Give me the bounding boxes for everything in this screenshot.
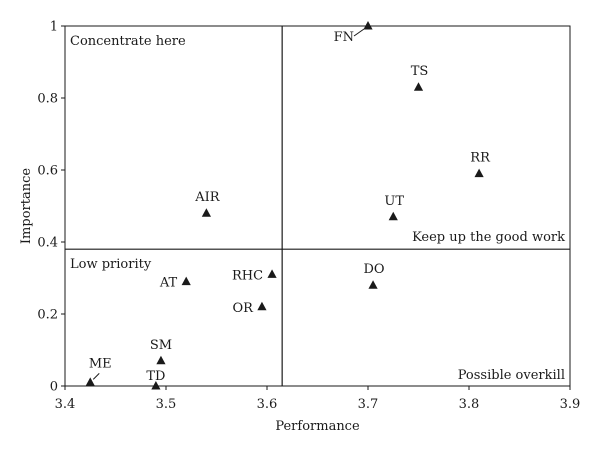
x-tick-label: 3.9	[560, 397, 581, 412]
point-rr-marker	[474, 168, 484, 178]
point-sm-marker	[156, 355, 166, 365]
y-axis-title: Importance	[19, 168, 34, 244]
point-fn-leader-line	[353, 28, 365, 37]
chart-text: Performance Importance Concentrate here …	[19, 34, 565, 434]
x-tick-label: 3.4	[55, 397, 76, 412]
quadrant-label-bottom-right: Possible overkill	[458, 368, 565, 383]
data-points: FN TS RR UT AIR DO AT RHC OR SM TD ME	[85, 21, 491, 390]
x-axis-title: Performance	[275, 419, 360, 434]
point-fn-label: FN	[334, 30, 354, 45]
y-tick-label: 0.4	[37, 236, 58, 251]
plot-frame	[64, 25, 571, 387]
point-rr-label: RR	[470, 151, 491, 166]
point-td-marker	[151, 381, 161, 390]
y-tick-label: 0.8	[37, 92, 58, 107]
y-tick-label: 1	[50, 20, 58, 35]
point-ut-marker	[388, 211, 398, 221]
x-tick-label: 3.6	[257, 397, 278, 412]
point-air-marker	[201, 208, 211, 217]
point-ts-label: TS	[411, 64, 429, 79]
y-tick-label: 0	[50, 380, 58, 395]
x-tick-label: 3.5	[156, 397, 177, 412]
quadrant-label-top-right: Keep up the good work	[412, 230, 565, 245]
point-fn-marker	[363, 21, 373, 30]
point-or-marker	[257, 301, 267, 311]
point-do-label: DO	[364, 262, 385, 277]
point-ut-label: UT	[384, 194, 404, 209]
point-at-marker	[181, 276, 191, 286]
point-td-label: TD	[146, 369, 165, 384]
x-tick-label: 3.8	[459, 397, 480, 412]
x-tick-label: 3.7	[358, 397, 379, 412]
point-rhc-label: RHC	[232, 268, 263, 283]
point-air-label: AIR	[194, 190, 221, 205]
point-me-label: ME	[89, 356, 112, 371]
y-tick-label: 0.2	[37, 308, 58, 323]
point-ts-marker	[413, 82, 424, 91]
point-do-marker	[368, 280, 378, 289]
axes: 3.4 3.5 3.6 3.7 3.8 3.9 0 0.2 0.4 0.6 0.8 1	[37, 20, 580, 413]
y-tick-label: 0.6	[37, 164, 58, 179]
point-or-label: OR	[232, 301, 254, 316]
point-me-marker	[85, 377, 95, 386]
point-me-leader-line	[92, 373, 100, 380]
point-sm-label: SM	[150, 338, 172, 353]
quadrant-label-top-left: Concentrate here	[70, 34, 186, 49]
quadrant-label-bottom-left: Low priority	[70, 257, 152, 272]
point-rhc-marker	[267, 269, 277, 278]
point-at-label: AT	[159, 276, 178, 291]
